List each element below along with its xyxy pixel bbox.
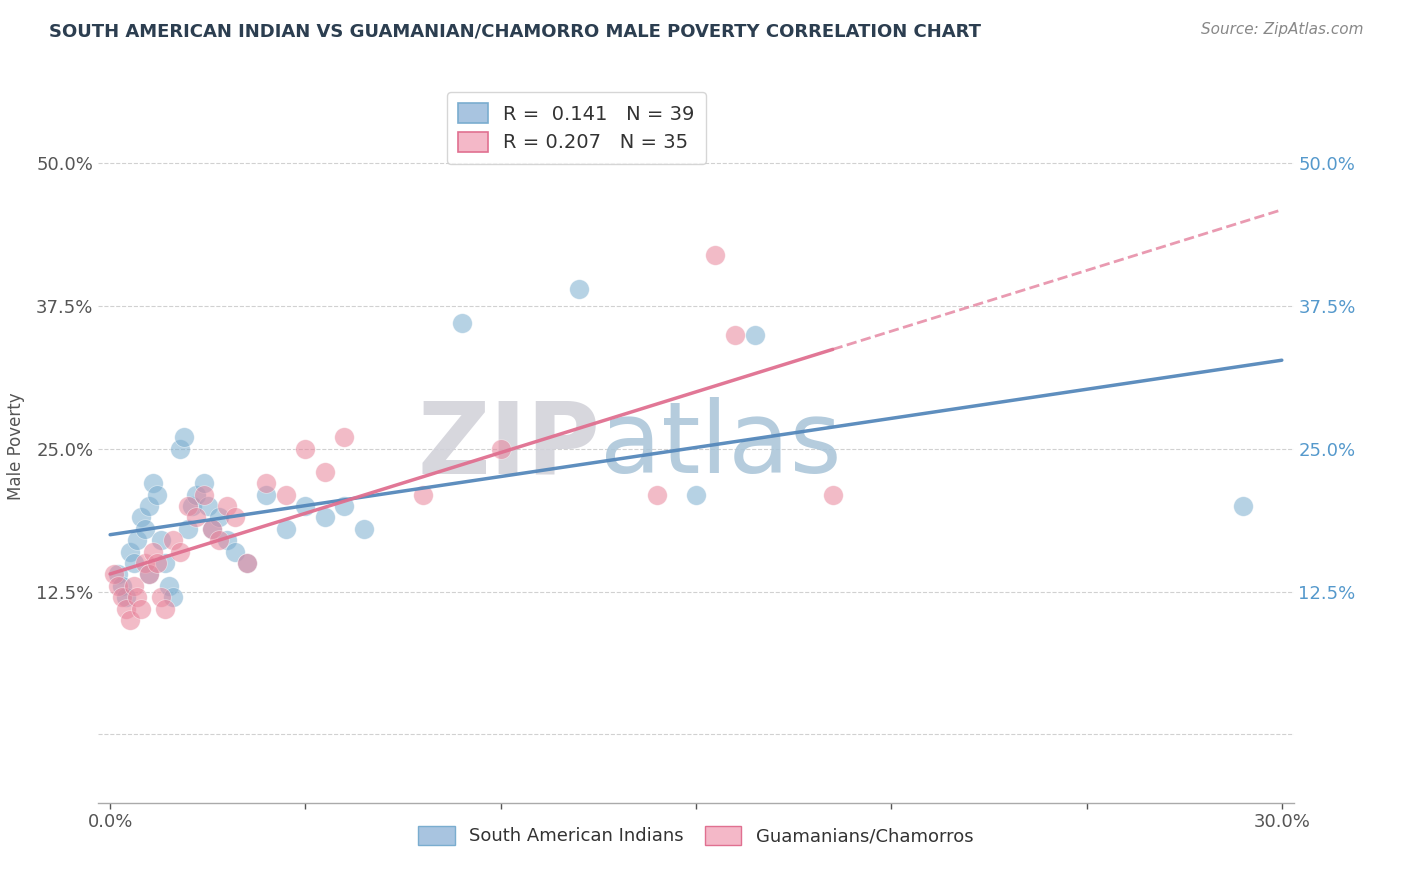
Point [127,591,149,605]
Point [153,601,176,615]
Point [122,579,145,593]
Point [153,556,176,570]
Point [201,522,224,536]
Point [489,442,512,456]
Point [114,601,136,615]
Point [162,533,184,548]
Point [111,591,134,605]
Y-axis label: Male Poverty: Male Poverty [7,392,25,500]
Point [146,556,169,570]
Point [138,567,160,582]
Point [1232,499,1254,513]
Point [224,544,246,558]
Point [107,579,129,593]
Point [149,591,172,605]
Point [134,556,156,570]
Point [217,499,239,513]
Point [138,567,160,582]
Point [645,487,668,501]
Text: ZIP: ZIP [418,398,600,494]
Point [142,544,165,558]
Point [162,591,184,605]
Point [294,499,316,513]
Point [704,248,727,262]
Point [146,487,169,501]
Point [208,533,231,548]
Point [103,567,125,582]
Point [314,510,336,524]
Text: Source: ZipAtlas.com: Source: ZipAtlas.com [1201,22,1364,37]
Point [107,567,129,582]
Point [111,579,134,593]
Point [177,522,200,536]
Point [236,556,259,570]
Point [142,476,165,491]
Point [118,613,141,627]
Point [122,556,145,570]
Point [197,499,219,513]
Point [131,601,153,615]
Point [177,499,200,513]
Point [169,544,191,558]
Point [201,522,224,536]
Point [184,487,207,501]
Point [333,430,356,444]
Point [193,487,215,501]
Point [568,282,591,296]
Point [193,476,215,491]
Point [181,499,204,513]
Point [127,533,149,548]
Text: atlas: atlas [600,398,842,494]
Point [138,499,160,513]
Point [724,327,747,342]
Point [450,316,472,330]
Point [217,533,239,548]
Point [184,510,207,524]
Point [274,522,297,536]
Point [274,487,297,501]
Point [114,591,136,605]
Point [169,442,191,456]
Point [685,487,707,501]
Point [149,533,172,548]
Text: SOUTH AMERICAN INDIAN VS GUAMANIAN/CHAMORRO MALE POVERTY CORRELATION CHART: SOUTH AMERICAN INDIAN VS GUAMANIAN/CHAMO… [49,22,981,40]
Point [821,487,844,501]
Point [134,522,156,536]
Point [333,499,356,513]
Point [412,487,434,501]
Point [254,487,277,501]
Point [294,442,316,456]
Point [131,510,153,524]
Point [157,579,180,593]
Point [173,430,195,444]
Point [236,556,259,570]
Point [353,522,375,536]
Point [118,544,141,558]
Point [208,510,231,524]
Point [744,327,766,342]
Point [224,510,246,524]
Legend: South American Indians, Guamanians/Chamorros: South American Indians, Guamanians/Chamo… [409,817,983,855]
Point [314,465,336,479]
Point [254,476,277,491]
